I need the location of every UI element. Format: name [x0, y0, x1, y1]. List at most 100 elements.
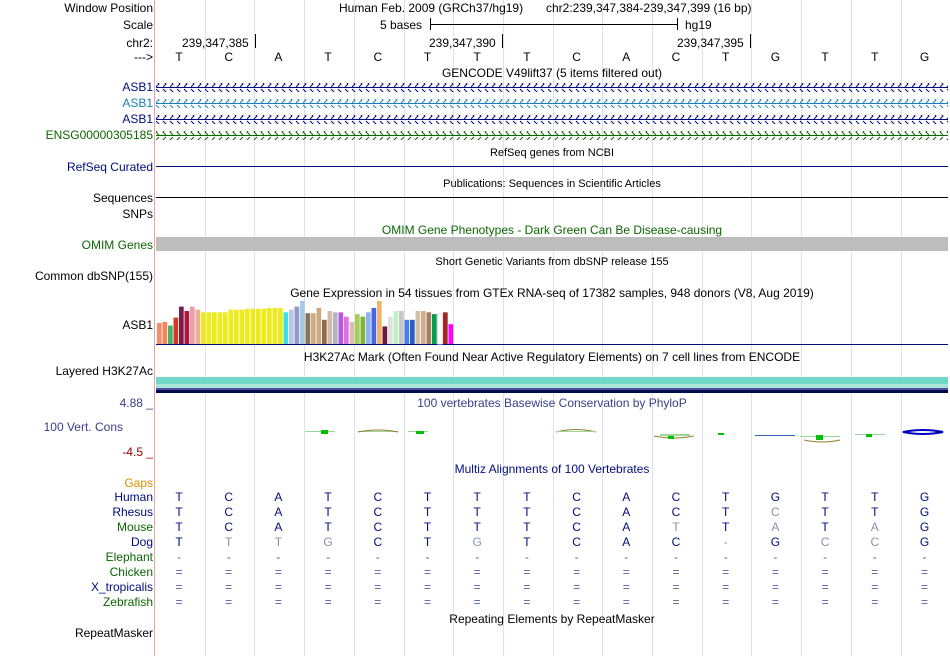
gencode-title[interactable]: GENCODE V49lift37 (5 items filtered out) — [441, 66, 663, 80]
gtex-tissue-bar[interactable] — [316, 307, 322, 344]
gtex-tissue-bar[interactable] — [190, 306, 195, 344]
gtex-tissue-bar[interactable] — [355, 314, 360, 344]
gtex-tissue-bar[interactable] — [261, 308, 267, 344]
gtex-tissue-bar[interactable] — [217, 312, 223, 344]
gene-model-asb1-3[interactable] — [156, 115, 948, 124]
repeatmasker-label[interactable]: RepeatMasker — [74, 626, 153, 640]
gtex-tissue-bar[interactable] — [421, 311, 426, 344]
gencode-item-label[interactable]: ENSG00000305185 — [45, 128, 153, 142]
gtex-tissue-bar[interactable] — [344, 316, 349, 344]
species-label[interactable]: Mouse — [116, 520, 153, 534]
alignment-base: - — [823, 550, 828, 564]
gtex-tissue-bar[interactable] — [212, 312, 217, 344]
omim-title[interactable]: OMIM Gene Phenotypes - Dark Green Can Be… — [381, 223, 723, 237]
gtex-tissue-bar[interactable] — [300, 300, 305, 344]
gaps-label[interactable]: Gaps — [124, 476, 153, 490]
multiz-title[interactable]: Multiz Alignments of 100 Vertebrates — [454, 462, 650, 476]
species-label[interactable]: Chicken — [109, 565, 153, 579]
gtex-tissue-bar[interactable] — [371, 307, 377, 344]
gtex-tissue-bar[interactable] — [327, 311, 333, 344]
omim-label[interactable]: OMIM Genes — [81, 238, 153, 252]
gtex-tissue-bar[interactable] — [228, 309, 234, 344]
h3k27ac-title[interactable]: H3K27Ac Mark (Often Found Near Active Re… — [303, 350, 801, 364]
gtex-tissue-bar[interactable] — [426, 312, 432, 344]
gtex-bars[interactable] — [157, 300, 454, 345]
repeatmasker-title[interactable]: Repeating Elements by RepeatMasker — [449, 612, 655, 626]
gtex-label[interactable]: ASB1 — [122, 318, 153, 332]
gene-model-ensg[interactable] — [156, 131, 948, 140]
dbsnp-title[interactable]: Short Genetic Variants from dbSNP releas… — [435, 256, 669, 268]
gtex-tissue-bar[interactable] — [173, 317, 179, 344]
alignment-base: = — [473, 565, 481, 579]
species-label[interactable]: X_tropicalis — [90, 580, 153, 594]
pubs-title[interactable]: Publications: Sequences in Scientific Ar… — [443, 178, 661, 190]
snps-label[interactable]: SNPs — [122, 207, 153, 221]
refseq-title[interactable]: RefSeq genes from NCBI — [489, 147, 615, 159]
pubs-label[interactable]: Sequences — [92, 191, 153, 205]
gtex-tissue-bar[interactable] — [415, 311, 421, 344]
gtex-tissue-bar[interactable] — [437, 313, 443, 345]
h3k27ac-layer[interactable] — [156, 390, 948, 393]
h3k27ac-layer[interactable] — [156, 388, 948, 390]
species-label[interactable]: Rhesus — [112, 505, 153, 519]
gtex-tissue-bar[interactable] — [256, 308, 261, 344]
gtex-tissue-bar[interactable] — [305, 313, 311, 344]
gtex-tissue-bar[interactable] — [283, 312, 289, 344]
gene-model-asb1-1[interactable] — [156, 83, 948, 92]
gtex-tissue-bar[interactable] — [399, 311, 404, 344]
gtex-tissue-bar[interactable] — [179, 306, 184, 344]
gtex-tissue-bar[interactable] — [267, 307, 272, 344]
gtex-tissue-bar[interactable] — [201, 312, 206, 344]
gtex-tissue-bar[interactable] — [168, 325, 173, 344]
gtex-tissue-bar[interactable] — [157, 322, 162, 344]
gtex-tissue-bar[interactable] — [239, 309, 245, 344]
gene-model-asb1-2[interactable] — [156, 99, 948, 108]
gtex-tissue-bar[interactable] — [206, 312, 212, 344]
dbsnp-label[interactable]: Common dbSNP(155) — [34, 269, 153, 283]
gencode-item-label[interactable]: ASB1 — [122, 96, 153, 110]
gtex-tissue-bar[interactable] — [377, 300, 382, 344]
gtex-tissue-bar[interactable] — [234, 309, 239, 344]
gtex-tissue-bar[interactable] — [410, 319, 415, 344]
gtex-tissue-bar[interactable] — [338, 312, 344, 344]
h3k27ac-layer[interactable] — [156, 384, 948, 388]
gtex-tissue-bar[interactable] — [382, 326, 388, 344]
gtex-tissue-bar[interactable] — [322, 319, 327, 344]
gtex-tissue-bar[interactable] — [388, 316, 393, 344]
gtex-tissue-bar[interactable] — [333, 312, 338, 344]
gtex-tissue-bar[interactable] — [360, 316, 366, 344]
gtex-tissue-bar[interactable] — [272, 307, 278, 344]
gtex-tissue-bar[interactable] — [278, 307, 283, 344]
gtex-tissue-bar[interactable] — [223, 312, 228, 344]
omim-bar[interactable] — [156, 237, 948, 251]
gtex-title[interactable]: Gene Expression in 54 tissues from GTEx … — [290, 286, 814, 300]
gtex-tissue-bar[interactable] — [448, 324, 454, 344]
gtex-tissue-bar[interactable] — [443, 312, 448, 344]
h3k27ac-layer[interactable] — [156, 377, 948, 384]
phylop-title[interactable]: 100 vertebrates Basewise Conservation by… — [417, 396, 687, 410]
gtex-tissue-bar[interactable] — [245, 308, 250, 344]
gtex-tissue-bar[interactable] — [432, 314, 437, 344]
species-label[interactable]: Dog — [130, 535, 153, 549]
gtex-tissue-bar[interactable] — [184, 311, 190, 344]
phylop-label[interactable]: 100 Vert. Cons — [43, 420, 123, 434]
alignment-base: A — [622, 505, 631, 519]
gtex-tissue-bar[interactable] — [311, 313, 316, 344]
gtex-tissue-bar[interactable] — [349, 322, 355, 344]
h3k27ac-label[interactable]: Layered H3K27Ac — [55, 364, 153, 378]
gtex-tissue-bar[interactable] — [195, 309, 201, 344]
gencode-item-label[interactable]: ASB1 — [122, 80, 153, 94]
gtex-tissue-bar[interactable] — [250, 308, 256, 344]
species-label[interactable]: Zebrafish — [102, 595, 153, 609]
gencode-item-label[interactable]: ASB1 — [122, 112, 153, 126]
gtex-tissue-bar[interactable] — [366, 312, 371, 344]
phylop-signal[interactable] — [305, 429, 944, 443]
gtex-tissue-bar[interactable] — [393, 311, 399, 344]
refseq-label[interactable]: RefSeq Curated — [66, 160, 153, 174]
species-label[interactable]: Human — [114, 490, 153, 504]
gtex-tissue-bar[interactable] — [294, 306, 300, 344]
gtex-tissue-bar[interactable] — [162, 322, 168, 344]
gtex-tissue-bar[interactable] — [289, 309, 294, 344]
species-label[interactable]: Elephant — [105, 550, 153, 564]
gtex-tissue-bar[interactable] — [404, 319, 410, 344]
